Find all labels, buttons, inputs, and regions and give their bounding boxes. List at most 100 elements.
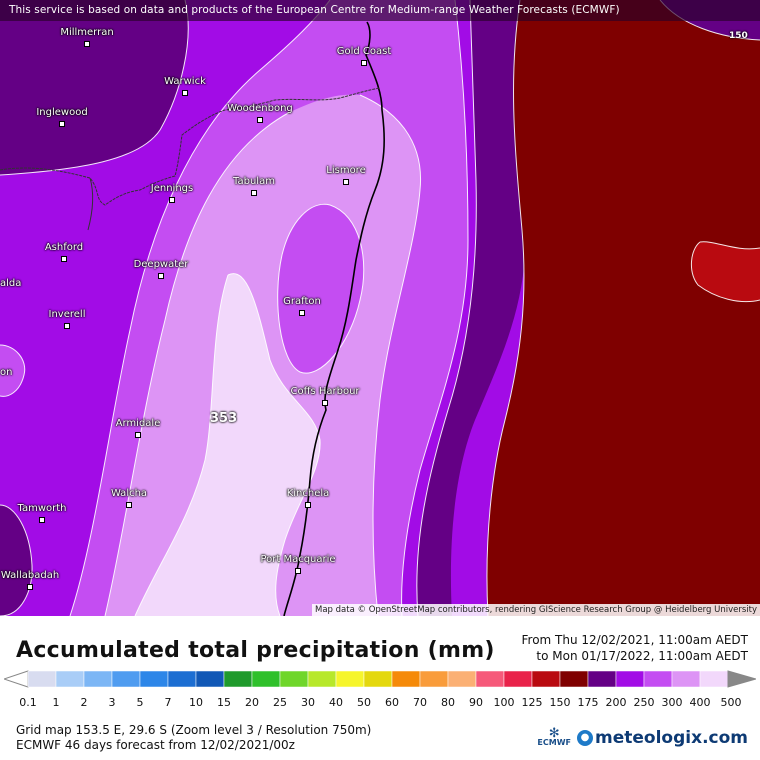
precipitation-map[interactable]: This service is based on data and produc…	[0, 0, 760, 616]
town-label: Kinchela	[286, 488, 330, 499]
scale-color-cell	[671, 670, 701, 688]
scale-tick-label: 20	[245, 696, 259, 709]
town-marker	[61, 256, 67, 262]
scale-tick-label: 300	[661, 696, 683, 709]
map-attribution[interactable]: Map data © OpenStreetMap contributors, r…	[312, 604, 760, 616]
town-marker	[158, 273, 164, 279]
scale-left-arrow	[4, 670, 29, 688]
scale-tick-label: 2	[80, 696, 88, 709]
scale-color-cell	[167, 670, 197, 688]
scale-right-arrow	[727, 670, 756, 688]
ecmwf-logo-text: ECMWF	[537, 738, 572, 747]
town-marker	[169, 197, 175, 203]
scale-color-cell	[363, 670, 393, 688]
scale-tick-label: 0.1	[19, 696, 37, 709]
town-marker	[322, 400, 328, 406]
town-marker	[126, 502, 132, 508]
town-label: Inglewood	[36, 107, 88, 118]
town-label: Ashford	[44, 242, 84, 253]
scale-color-cell	[111, 670, 141, 688]
period-to: to Mon 01/17/2022, 11:00am AEDT	[536, 649, 748, 663]
town-label: Grafton	[283, 296, 321, 307]
scale-color-cell	[447, 670, 477, 688]
scale-color-cell	[139, 670, 169, 688]
scale-tick-label: 100	[493, 696, 515, 709]
scale-color-cell	[643, 670, 673, 688]
town-marker	[305, 502, 311, 508]
town-label: Tamworth	[17, 503, 67, 514]
town-marker	[59, 121, 65, 127]
scale-tick-label: 70	[413, 696, 427, 709]
contour-175-region-southwest	[0, 505, 33, 616]
scale-tick-label: 175	[577, 696, 599, 709]
logos: ✻ ECMWF ● meteologix.com	[537, 727, 748, 748]
town-marker	[39, 517, 45, 523]
scale-tick-label: 200	[605, 696, 627, 709]
period-from: From Thu 12/02/2021, 11:00am AEDT	[521, 633, 749, 647]
color-scale-labels: 0.1 1 2 3 5 7 10 15 20 25 30 40 50 60 70 80 90 100 125 150 1…	[0, 696, 760, 710]
contour-value-label: 353	[210, 411, 238, 426]
town-label: Woodenbong	[227, 103, 293, 114]
scale-tick-label: 90	[469, 696, 483, 709]
scale-tick-label: 7	[164, 696, 172, 709]
legend-panel: Accumulated total precipitation (mm) Fro…	[0, 616, 760, 760]
grid-map-info: Grid map 153.5 E, 29.6 S (Zoom level 3 /…	[16, 723, 372, 737]
grid-info-block: Grid map 153.5 E, 29.6 S (Zoom level 3 /…	[16, 723, 371, 753]
scale-color-cell	[419, 670, 449, 688]
town-label: Jennings	[150, 183, 194, 194]
town-label: Inverell	[48, 309, 86, 320]
scale-color-cell	[531, 670, 561, 688]
scale-tick-label: 150	[549, 696, 571, 709]
contour-lines	[0, 0, 760, 616]
scale-tick-label: 125	[521, 696, 543, 709]
scale-tick-label: 60	[385, 696, 399, 709]
scale-color-cell	[307, 670, 337, 688]
town-label: Gold Coast	[336, 46, 392, 57]
scale-color-cell	[55, 670, 85, 688]
contour-250-blob-grafton	[277, 204, 364, 374]
town-marker	[343, 179, 349, 185]
scale-color-cell	[587, 670, 617, 688]
contour-175-offshore-band	[416, 0, 530, 616]
scale-tick-label: 25	[273, 696, 287, 709]
scale-color-cell	[279, 670, 309, 688]
town-marker	[251, 190, 257, 196]
scale-tick-label: 3	[108, 696, 116, 709]
town-label-partial: alda	[0, 278, 22, 289]
scale-tick-label: 50	[357, 696, 371, 709]
town-label: Coffs Harbour	[290, 386, 360, 397]
scale-color-cell	[559, 670, 589, 688]
scale-color-cell	[223, 670, 253, 688]
town-marker	[182, 90, 188, 96]
town-label: Tabulam	[233, 176, 275, 187]
town-label: Lismore	[326, 165, 366, 176]
contour-175-region-north	[0, 0, 189, 175]
scale-tick-label: 80	[441, 696, 455, 709]
town-marker	[27, 584, 33, 590]
ecmwf-logo[interactable]: ✻ ECMWF	[537, 727, 572, 747]
scale-color-cell	[391, 670, 421, 688]
scale-tick-label: 15	[217, 696, 231, 709]
state-border	[0, 87, 381, 206]
contour-125-patch	[691, 241, 760, 302]
town-marker	[84, 41, 90, 47]
scale-tick-label: 10	[189, 696, 203, 709]
contour-400-core	[135, 273, 321, 616]
color-scale-bar	[4, 670, 756, 688]
scale-color-cell	[475, 670, 505, 688]
town-marker	[299, 310, 305, 316]
town-label: Armidale	[115, 418, 161, 429]
town-label: Wallabadah	[0, 570, 60, 581]
coastline	[283, 21, 385, 616]
scale-tick-label: 500	[720, 696, 742, 709]
scale-color-cell	[699, 670, 729, 688]
town-label: Warwick	[164, 76, 206, 87]
scale-tick-label: 400	[689, 696, 711, 709]
scale-color-cell	[83, 670, 113, 688]
scale-tick-label: 30	[301, 696, 315, 709]
scale-color-cell	[195, 670, 225, 688]
meteologix-logo[interactable]: ● meteologix.com	[577, 728, 748, 748]
town-marker	[64, 323, 70, 329]
ecmwf-disclaimer-banner: This service is based on data and produc…	[0, 0, 760, 21]
scale-tick-label: 40	[329, 696, 343, 709]
